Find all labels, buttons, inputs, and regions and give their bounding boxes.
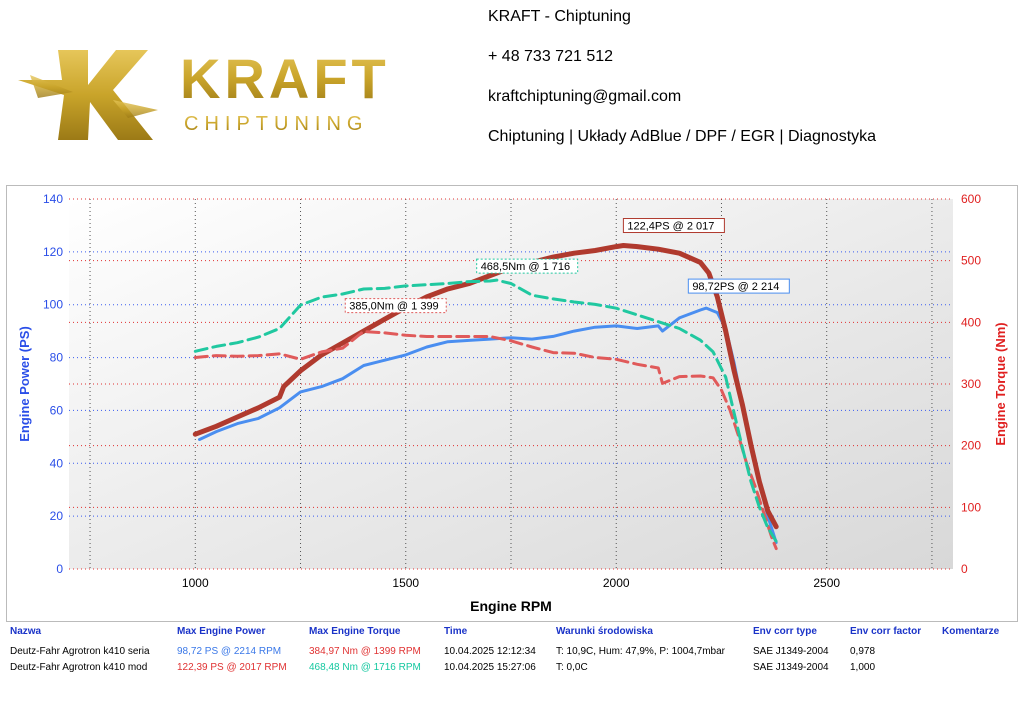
peak-annotation: 385,0Nm @ 1 399 bbox=[344, 298, 447, 314]
table-cell bbox=[940, 643, 1002, 659]
annotation-text: 122,4PS @ 2 017 bbox=[627, 221, 714, 233]
y-right-tick-label: 300 bbox=[961, 377, 981, 391]
y-right-tick-label: 200 bbox=[961, 439, 981, 453]
table-header-cell: Env corr factor bbox=[850, 626, 922, 637]
annotation-text: 385,0Nm @ 1 399 bbox=[349, 301, 438, 313]
x-tick-label: 2000 bbox=[603, 576, 630, 590]
table-header-cell: Max Engine Torque bbox=[309, 626, 401, 637]
y-left-tick-label: 40 bbox=[50, 456, 64, 470]
y-left-tick-label: 140 bbox=[43, 192, 63, 206]
y-right-tick-label: 100 bbox=[961, 500, 981, 514]
table-cell: T: 0,0C bbox=[556, 662, 588, 673]
x-tick-label: 2500 bbox=[813, 576, 840, 590]
annotation-box bbox=[476, 258, 579, 274]
y-right-tick-label: 500 bbox=[961, 254, 981, 268]
table-cell: 98,72 PS @ 2214 RPM bbox=[177, 646, 282, 657]
table-cell: 384,97 Nm @ 1399 RPM bbox=[309, 646, 421, 657]
annotation-box bbox=[687, 278, 790, 294]
y-axis-right-title: Engine Torque (Nm) bbox=[993, 322, 1008, 445]
series-line-3 bbox=[193, 330, 778, 551]
annotation-box bbox=[622, 218, 725, 234]
table-header-cell: Time bbox=[444, 626, 468, 637]
email-address[interactable]: kraftchiptuning@gmail.com bbox=[488, 88, 682, 105]
dyno-chart: 0 20 40 60 80 100 120 140 0 100 200 300 400 500 600 100… bbox=[17, 192, 1008, 614]
peak-annotation: 122,4PS @ 2 017 bbox=[622, 218, 725, 234]
table-header-cell: Komentarze bbox=[942, 626, 1000, 637]
y-left-tick-label: 100 bbox=[43, 298, 63, 312]
table-header-cell: Warunki środowiska bbox=[556, 626, 653, 637]
y-axis-left-title: Engine Power (PS) bbox=[17, 326, 32, 442]
annotation-box bbox=[344, 298, 447, 314]
table-cell: Deutz-Fahr Agrotron k410 seria bbox=[10, 646, 150, 657]
table-row: Deutz-Fahr Agrotron k410 mod 122,39 PS @ … bbox=[8, 659, 1002, 675]
logo-sub-text: CHIPTUNING bbox=[184, 113, 368, 135]
table-cell: T: 10,9C, Hum: 47,9%, P: 1004,7mbar bbox=[556, 646, 725, 657]
table-cell: 122,39 PS @ 2017 RPM bbox=[177, 662, 287, 673]
results-table: Nazwa Max Engine Power Max Engine Torque Ti… bbox=[8, 624, 1002, 675]
table-cell: 0,978 bbox=[850, 646, 876, 657]
x-tick-label: 1500 bbox=[392, 576, 419, 590]
table-header-cell: Nazwa bbox=[10, 626, 42, 637]
kraft-logo: KRAFT CHIPTUNING bbox=[18, 47, 390, 140]
x-axis-title: Engine RPM bbox=[470, 598, 552, 614]
y-left-tick-label: 80 bbox=[50, 351, 64, 365]
table-cell: Deutz-Fahr Agrotron k410 mod bbox=[10, 662, 148, 673]
table-cell: SAE J1349-2004 bbox=[753, 646, 829, 657]
y-right-tick-label: 0 bbox=[961, 562, 968, 576]
x-tick-label: 1000 bbox=[182, 576, 209, 590]
table-header-row: Nazwa Max Engine Power Max Engine Torque Ti… bbox=[8, 624, 1002, 643]
company-name: KRAFT - Chiptuning bbox=[488, 8, 631, 25]
table-header-cell: Env corr type bbox=[753, 626, 817, 637]
peak-annotation: 98,72PS @ 2 214 bbox=[687, 278, 790, 294]
table-row: Deutz-Fahr Agrotron k410 seria 98,72 PS @… bbox=[8, 643, 1002, 659]
table-cell: 1,000 bbox=[850, 662, 876, 673]
y-right-tick-label: 600 bbox=[961, 192, 981, 206]
table-cell: 10.04.2025 12:12:34 bbox=[444, 646, 536, 657]
peak-annotation: 468,5Nm @ 1 716 bbox=[476, 258, 579, 274]
y-left-tick-label: 60 bbox=[50, 403, 64, 417]
table-cell: 10.04.2025 15:27:06 bbox=[444, 662, 536, 673]
logo-main-text: KRAFT bbox=[180, 47, 390, 110]
dyno-chart-frame: 0 20 40 60 80 100 120 140 0 100 200 300 400 500 600 100… bbox=[6, 185, 1018, 622]
table-header-cell: Max Engine Power bbox=[177, 626, 266, 637]
series-line-4 bbox=[193, 278, 778, 543]
table-cell: SAE J1349-2004 bbox=[753, 662, 829, 673]
annotation-text: 468,5Nm @ 1 716 bbox=[481, 261, 570, 273]
annotation-text: 98,72PS @ 2 214 bbox=[692, 281, 779, 293]
phone-number: + 48 733 721 512 bbox=[488, 48, 614, 65]
y-right-tick-label: 400 bbox=[961, 315, 981, 329]
y-left-tick-label: 20 bbox=[50, 509, 64, 523]
y-left-tick-label: 120 bbox=[43, 245, 63, 259]
table-cell bbox=[940, 659, 1002, 675]
y-left-tick-label: 0 bbox=[56, 562, 63, 576]
table-cell: 468,48 Nm @ 1716 RPM bbox=[309, 662, 421, 673]
services-line: Chiptuning | Układy AdBlue / DPF / EGR |… bbox=[488, 128, 877, 145]
k-emblem-icon bbox=[18, 50, 158, 140]
contact-info: KRAFT - Chiptuning + 48 733 721 512 kraf… bbox=[488, 6, 876, 166]
